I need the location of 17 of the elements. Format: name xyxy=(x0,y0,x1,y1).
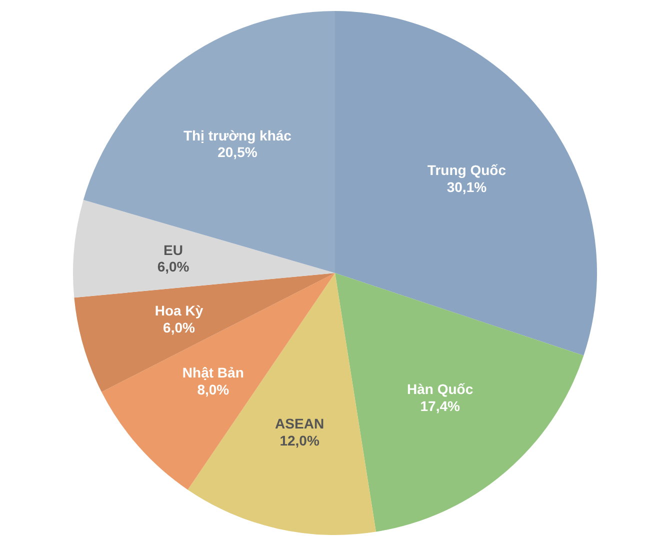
slice-label: Trung Quốc xyxy=(427,162,506,178)
slice-label: Thị trường khác xyxy=(183,127,292,144)
pie-slice xyxy=(102,273,335,490)
data-label: 30,1% xyxy=(446,178,488,195)
slice-label: Hàn Quốc xyxy=(407,381,474,398)
data-label: 6,0% xyxy=(157,258,190,275)
slice-label: Hoa Kỳ xyxy=(154,302,204,319)
data-label: 20,5% xyxy=(218,144,258,160)
slice-label: Nhật Bản xyxy=(182,364,244,381)
pie-slice xyxy=(335,273,584,532)
data-label: 17,4% xyxy=(420,398,461,414)
pie-slice xyxy=(73,200,335,298)
data-label: 6,0% xyxy=(163,319,196,336)
data-label: 8,0% xyxy=(197,381,230,398)
slice-label: ASEAN xyxy=(275,416,324,432)
slice-label: EU xyxy=(164,242,184,258)
data-label: 12,0% xyxy=(280,432,320,449)
